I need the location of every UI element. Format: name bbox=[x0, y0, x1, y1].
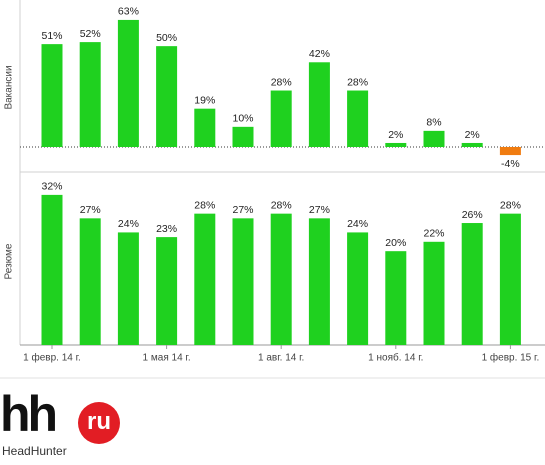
value-label: -4% bbox=[501, 158, 520, 170]
bar bbox=[41, 44, 63, 148]
bar bbox=[156, 46, 178, 148]
value-label: 28% bbox=[271, 199, 292, 211]
value-label: 51% bbox=[41, 30, 62, 42]
bar bbox=[232, 126, 254, 148]
value-label: 42% bbox=[309, 48, 330, 60]
value-label: 28% bbox=[500, 199, 521, 211]
logo: hh ru HeadHunter bbox=[0, 386, 140, 462]
bar bbox=[308, 218, 330, 345]
value-label: 26% bbox=[462, 209, 483, 221]
bar bbox=[499, 147, 521, 156]
bar bbox=[423, 130, 445, 148]
bar bbox=[79, 218, 101, 345]
value-label: 27% bbox=[80, 204, 101, 216]
value-label: 24% bbox=[347, 218, 368, 230]
bar bbox=[79, 42, 101, 148]
bar bbox=[232, 218, 254, 345]
value-label: 28% bbox=[347, 76, 368, 88]
value-label: 24% bbox=[118, 218, 139, 230]
bar bbox=[41, 194, 63, 345]
x-tick-label: 1 февр. 15 г. bbox=[482, 352, 540, 364]
bar bbox=[194, 108, 216, 148]
x-tick-label: 1 февр. 14 г. bbox=[23, 352, 81, 364]
x-tick-label: 1 мая 14 г. bbox=[143, 353, 191, 364]
bar bbox=[385, 142, 407, 148]
y-axis-title: Вакансии bbox=[4, 65, 15, 109]
value-label: 52% bbox=[80, 28, 101, 40]
value-label: 22% bbox=[423, 228, 444, 240]
value-label: 8% bbox=[426, 117, 441, 129]
bar bbox=[461, 223, 483, 345]
bar bbox=[499, 213, 521, 345]
x-tick-label: 1 нояб. 14 г. bbox=[368, 352, 423, 364]
logo-mark: hh bbox=[0, 386, 58, 442]
logo-badge: ru bbox=[78, 402, 120, 444]
value-label: 2% bbox=[388, 129, 403, 141]
x-tick-label: 1 авг. 14 г. bbox=[258, 353, 304, 364]
value-label: 63% bbox=[118, 6, 139, 18]
bar bbox=[194, 213, 216, 345]
value-label: 27% bbox=[309, 204, 330, 216]
value-label: 2% bbox=[465, 129, 480, 141]
bar bbox=[461, 142, 483, 148]
value-label: 28% bbox=[194, 199, 215, 211]
value-label: 20% bbox=[385, 237, 406, 249]
value-label: 32% bbox=[41, 181, 62, 193]
logo-name: HeadHunter bbox=[2, 444, 67, 458]
bar bbox=[308, 62, 330, 148]
bar bbox=[347, 232, 369, 345]
value-label: 19% bbox=[194, 94, 215, 106]
bar bbox=[347, 90, 369, 148]
value-label: 27% bbox=[232, 204, 253, 216]
value-label: 10% bbox=[232, 113, 253, 125]
bar bbox=[117, 232, 139, 345]
chart: Вакансии 51% 52% 63% 50% 19% 10% 28% 42% 28% 2% 8% 2… bbox=[0, 0, 545, 379]
bar bbox=[117, 19, 139, 148]
value-label: 50% bbox=[156, 32, 177, 44]
value-label: 28% bbox=[271, 76, 292, 88]
bar bbox=[385, 251, 407, 345]
bar bbox=[156, 237, 178, 345]
value-label: 23% bbox=[156, 223, 177, 235]
bar bbox=[423, 241, 445, 345]
y-axis-title: Резюме bbox=[4, 243, 15, 279]
bar bbox=[270, 90, 292, 148]
bar bbox=[270, 213, 292, 345]
